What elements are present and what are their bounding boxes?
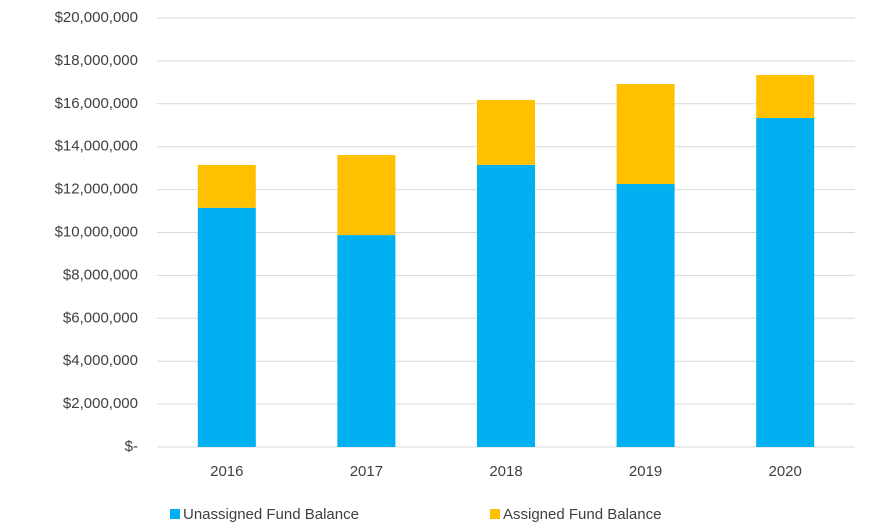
bar-segment [616,184,675,447]
y-tick-label: $20,000,000 [55,9,138,26]
y-tick-label: $6,000,000 [63,309,138,326]
x-tick-label: 2020 [769,463,802,480]
bar-segment [197,164,256,208]
x-tick-label: 2019 [629,463,662,480]
y-tick-label: $4,000,000 [63,352,138,369]
bar-segment [756,75,815,118]
y-tick-label: $10,000,000 [55,223,138,240]
bar-segment [477,99,535,165]
legend-label: Unassigned Fund Balance [183,506,359,523]
y-tick-label: $18,000,000 [55,52,138,69]
legend-label: Assigned Fund Balance [503,506,661,523]
x-tick-label: 2016 [210,463,243,480]
legend-swatch [170,509,180,519]
y-tick-label: $- [125,438,138,455]
y-tick-label: $16,000,000 [55,95,138,112]
bar-segment [756,117,815,447]
bar-segment [337,155,396,236]
legend-swatch [490,509,500,519]
y-tick-label: $2,000,000 [63,395,138,412]
y-tick-label: $8,000,000 [63,266,138,283]
x-tick-label: 2018 [489,463,522,480]
bar-segment [197,207,256,447]
y-tick-label: $12,000,000 [55,181,138,198]
bar-segment [337,235,396,447]
y-tick-label: $14,000,000 [55,138,138,155]
x-tick-label: 2017 [350,463,383,480]
bar-segment [616,84,675,185]
bar-segment [477,164,535,447]
